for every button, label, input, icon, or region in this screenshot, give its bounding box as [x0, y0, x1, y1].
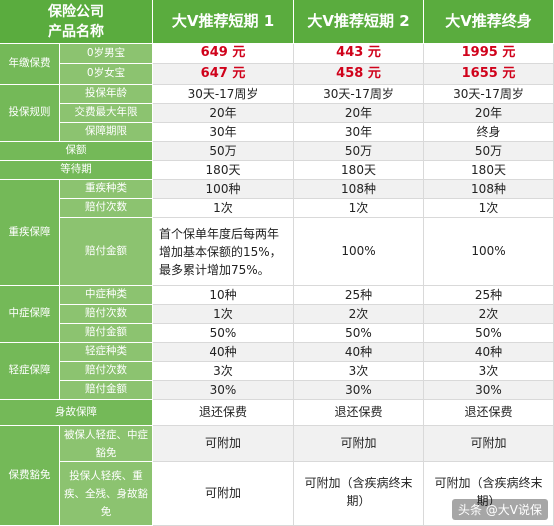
value-age-2: 30天-17周岁	[294, 85, 424, 104]
value-ci-times-3: 1次	[424, 199, 554, 218]
sub-mid-kinds: 中症种类	[60, 286, 153, 305]
value-waiting-3: 180天	[424, 161, 554, 180]
sub-waiver-holder: 投保人轻疾、重疾、全残、身故豁免	[60, 462, 153, 526]
value-ci-amount-3: 100%	[424, 218, 554, 286]
sub-mid-times: 赔付次数	[60, 305, 153, 324]
value-ci-amount-1: 首个保单年度后每两年增加基本保额的15%，最多累计增加75%。	[153, 218, 294, 286]
value-waiting-1: 180天	[153, 161, 294, 180]
sub-ci-times: 赔付次数	[60, 199, 153, 218]
value-mild-kinds-2: 40种	[294, 343, 424, 362]
value-mild-kinds-3: 40种	[424, 343, 554, 362]
value-coverage-1: 50万	[153, 142, 294, 161]
value-male-2: 443 元	[294, 44, 424, 64]
category-coverage: 保额	[0, 142, 153, 161]
value-female-1: 647 元	[153, 64, 294, 85]
sub-term: 保障期限	[60, 123, 153, 142]
value-mild-amount-1: 30%	[153, 381, 294, 400]
value-coverage-2: 50万	[294, 142, 424, 161]
value-female-2: 458 元	[294, 64, 424, 85]
value-pay-years-1: 20年	[153, 104, 294, 123]
value-coverage-3: 50万	[424, 142, 554, 161]
value-mild-times-1: 3次	[153, 362, 294, 381]
value-age-1: 30天-17周岁	[153, 85, 294, 104]
value-mid-amount-2: 50%	[294, 324, 424, 343]
header-product-label: 产品名称	[48, 23, 104, 40]
value-term-3: 终身	[424, 123, 554, 142]
value-term-2: 30年	[294, 123, 424, 142]
value-mild-kinds-1: 40种	[153, 343, 294, 362]
value-waiver-holder-2: 可附加（含疾病终末期）	[294, 462, 424, 526]
header-corner: 保险公司 产品名称	[0, 0, 153, 44]
value-ci-kinds-3: 108种	[424, 180, 554, 199]
category-waiver: 保费豁免	[0, 426, 60, 526]
value-male-3: 1995 元	[424, 44, 554, 64]
value-mid-times-1: 1次	[153, 305, 294, 324]
sub-age: 投保年龄	[60, 85, 153, 104]
value-mid-kinds-1: 10种	[153, 286, 294, 305]
sub-mid-amount: 赔付金额	[60, 324, 153, 343]
category-rules: 投保规则	[0, 85, 60, 142]
value-age-3: 30天-17周岁	[424, 85, 554, 104]
category-death: 身故保障	[0, 400, 153, 426]
watermark: 头条 @大V说保	[451, 499, 548, 520]
value-waiver-holder-1: 可附加	[153, 462, 294, 526]
sub-ci-amount: 赔付金额	[60, 218, 153, 286]
value-ci-amount-2: 100%	[294, 218, 424, 286]
value-term-1: 30年	[153, 123, 294, 142]
value-mild-amount-2: 30%	[294, 381, 424, 400]
value-ci-times-1: 1次	[153, 199, 294, 218]
category-mild: 轻症保障	[0, 343, 60, 400]
value-mid-kinds-3: 25种	[424, 286, 554, 305]
value-waiver-holder-3: 可附加（含疾病终末期）	[424, 462, 554, 526]
value-pay-years-3: 20年	[424, 104, 554, 123]
header-company-label: 保险公司	[48, 3, 104, 20]
value-mid-amount-1: 50%	[153, 324, 294, 343]
sub-waiver-insured: 被保人轻症、中症豁免	[60, 426, 153, 462]
sub-ci-kinds: 重疾种类	[60, 180, 153, 199]
sub-mild-times: 赔付次数	[60, 362, 153, 381]
value-waiver-insured-3: 可附加	[424, 426, 554, 462]
sub-mild-kinds: 轻症种类	[60, 343, 153, 362]
value-mid-amount-3: 50%	[424, 324, 554, 343]
value-death-3: 退还保费	[424, 400, 554, 426]
category-waiting: 等待期	[0, 161, 153, 180]
value-death-2: 退还保费	[294, 400, 424, 426]
sub-male: 0岁男宝	[60, 44, 153, 64]
value-waiver-insured-1: 可附加	[153, 426, 294, 462]
sub-female: 0岁女宝	[60, 64, 153, 85]
value-mid-times-2: 2次	[294, 305, 424, 324]
value-ci-kinds-2: 108种	[294, 180, 424, 199]
value-mild-amount-3: 30%	[424, 381, 554, 400]
value-ci-times-2: 1次	[294, 199, 424, 218]
sub-pay-years: 交费最大年限	[60, 104, 153, 123]
value-male-1: 649 元	[153, 44, 294, 64]
category-critical: 重疾保障	[0, 180, 60, 286]
category-premium: 年缴保费	[0, 44, 60, 85]
value-waiting-2: 180天	[294, 161, 424, 180]
column-header-short-1: 大V推荐短期 1	[153, 0, 294, 44]
column-header-lifetime: 大V推荐终身	[424, 0, 554, 44]
value-death-1: 退还保费	[153, 400, 294, 426]
value-ci-kinds-1: 100种	[153, 180, 294, 199]
column-header-short-2: 大V推荐短期 2	[294, 0, 424, 44]
sub-mild-amount: 赔付金额	[60, 381, 153, 400]
value-pay-years-2: 20年	[294, 104, 424, 123]
value-mild-times-3: 3次	[424, 362, 554, 381]
value-waiver-insured-2: 可附加	[294, 426, 424, 462]
value-female-3: 1655 元	[424, 64, 554, 85]
category-middle: 中症保障	[0, 286, 60, 343]
value-mild-times-2: 3次	[294, 362, 424, 381]
value-mid-times-3: 2次	[424, 305, 554, 324]
value-mid-kinds-2: 25种	[294, 286, 424, 305]
